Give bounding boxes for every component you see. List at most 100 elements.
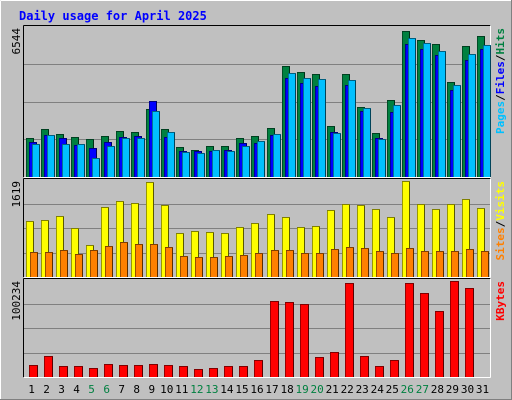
bar-kbytes-day-29: [450, 281, 459, 377]
bar-pages-day-6: [107, 146, 115, 177]
bar-fill: [182, 152, 190, 177]
bar-fill: [483, 45, 491, 177]
bar-fill: [372, 209, 380, 277]
bar-kbytes-day-17: [270, 301, 279, 377]
bar-fill: [164, 365, 173, 377]
bar-pages-day-8: [137, 138, 145, 177]
bar-pages-day-9: [152, 111, 160, 177]
bar-fill: [257, 141, 265, 177]
y-max-label: 6544: [10, 28, 23, 55]
bar-fill: [438, 51, 446, 177]
bar-fill: [197, 153, 205, 177]
bar-fill: [436, 251, 444, 277]
bar-fill: [59, 366, 68, 377]
x-tick-label-day-13: 13: [205, 383, 218, 396]
bar-fill: [120, 242, 128, 277]
bar-fill: [330, 352, 339, 377]
bar-pages-day-23: [363, 108, 371, 177]
bar-fill: [333, 133, 341, 177]
bar-pages-day-27: [423, 43, 431, 177]
bar-pages-day-13: [212, 150, 220, 177]
x-tick-label-day-25: 25: [386, 383, 399, 396]
bar-fill: [26, 221, 34, 277]
series-label-separator: /: [494, 94, 507, 101]
bar-fill: [408, 38, 416, 177]
bar-fill: [421, 251, 429, 277]
bar-fill: [453, 85, 461, 177]
bar-pages-day-22: [348, 80, 356, 177]
bar-pages-day-20: [318, 79, 326, 177]
bar-fill: [360, 356, 369, 377]
bar-fill: [378, 139, 386, 177]
bar-fill: [134, 365, 143, 377]
bar-fill: [210, 257, 218, 277]
bar-fill: [255, 253, 263, 277]
bar-fill: [285, 302, 294, 377]
bar-fill: [468, 54, 476, 177]
bar-kbytes-day-18: [285, 302, 294, 377]
bar-fill: [288, 73, 296, 177]
bar-sites-day-16: [255, 253, 263, 277]
x-tick-label-day-24: 24: [371, 383, 385, 396]
bar-sites-day-6: [105, 246, 113, 277]
bar-sites-day-27: [421, 251, 429, 277]
x-tick-label-day-28: 28: [431, 383, 444, 396]
bar-fill: [297, 227, 305, 277]
bar-fill: [119, 365, 128, 377]
bar-pages-day-4: [77, 144, 85, 177]
x-tick-label-day-23: 23: [356, 383, 369, 396]
bar-fill: [357, 205, 365, 277]
bar-kbytes-day-16: [254, 360, 263, 377]
bar-pages-day-7: [122, 138, 130, 177]
series-label-separator: /: [494, 220, 507, 227]
bar-fill: [89, 368, 98, 377]
bar-fill: [227, 151, 235, 177]
bar-fill: [316, 253, 324, 277]
series-label-files: Files: [494, 61, 507, 94]
bar-fill: [345, 283, 354, 377]
bar-fill: [161, 205, 169, 277]
bar-pages-day-2: [47, 135, 55, 177]
bar-kbytes-day-4: [74, 366, 83, 377]
x-tick-label-day-16: 16: [250, 383, 263, 396]
bar-fill: [225, 256, 233, 277]
bar-fill: [346, 247, 354, 277]
bar-fill: [137, 138, 145, 177]
bar-fill: [150, 244, 158, 277]
bar-fill: [104, 364, 113, 377]
bar-fill: [273, 134, 281, 177]
bar-pages-day-14: [227, 151, 235, 177]
bar-kbytes-day-3: [59, 366, 68, 377]
bar-fill: [90, 250, 98, 277]
bar-sites-day-11: [180, 256, 188, 277]
bar-sites-day-8: [135, 244, 143, 277]
series-label-separator: /: [494, 54, 507, 61]
series-label-kbytes: KBytes: [494, 281, 507, 321]
bar-fill: [477, 208, 485, 277]
chart-title: Daily usage for April 2025: [19, 9, 207, 23]
bar-kbytes-day-24: [375, 366, 384, 377]
series-label-visits: Visits: [494, 181, 507, 221]
bar-kbytes-day-23: [360, 356, 369, 377]
bar-sites-day-15: [240, 255, 248, 277]
bar-sites-day-5: [90, 250, 98, 277]
bar-kbytes-day-2: [44, 356, 53, 377]
bar-pages-day-3: [62, 144, 70, 177]
bar-fill: [71, 228, 79, 277]
bar-sites-day-21: [331, 249, 339, 277]
bar-kbytes-day-5: [89, 368, 98, 377]
bar-sites-day-12: [195, 257, 203, 277]
bar-sites-day-23: [361, 248, 369, 277]
bar-fill: [152, 111, 160, 177]
bar-fill: [270, 301, 279, 377]
bar-pages-day-10: [167, 132, 175, 177]
bar-fill: [131, 203, 139, 277]
bar-kbytes-day-6: [104, 364, 113, 377]
bar-kbytes-day-13: [209, 368, 218, 377]
bar-pages-day-15: [242, 146, 250, 177]
x-tick-label-day-31: 31: [476, 383, 489, 396]
x-tick-label-day-8: 8: [133, 383, 140, 396]
bar-fill: [62, 144, 70, 177]
bar-fill: [165, 247, 173, 277]
